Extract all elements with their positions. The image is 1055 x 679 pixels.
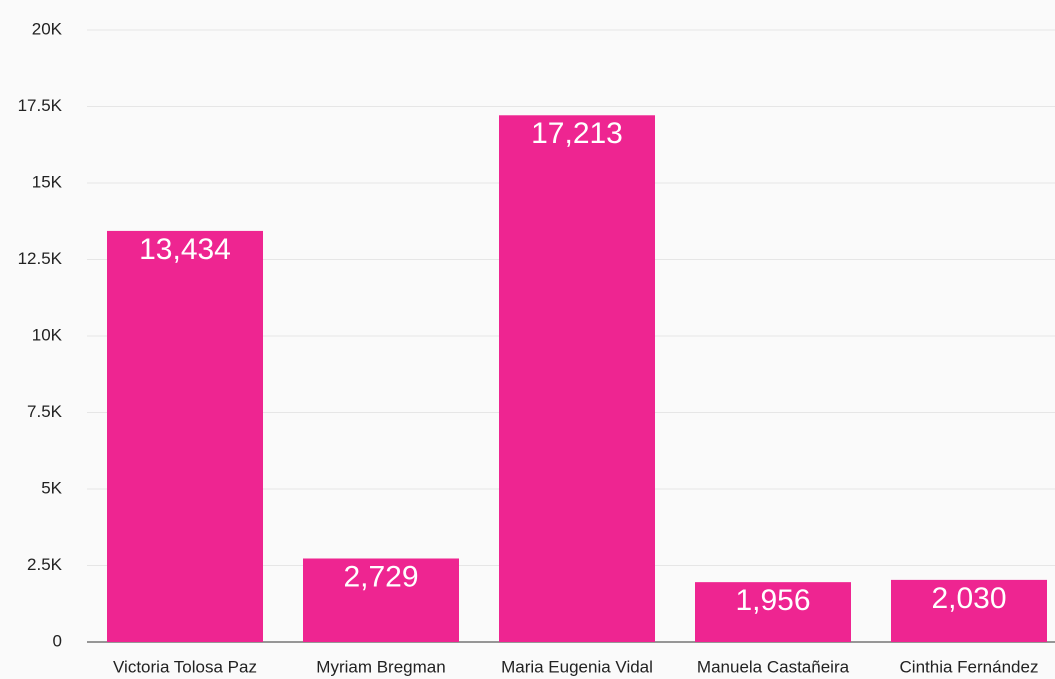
y-tick-label: 5K xyxy=(41,478,62,497)
x-tick-label: Victoria Tolosa Paz xyxy=(113,657,257,676)
x-tick-label: Maria Eugenia Vidal xyxy=(501,657,653,676)
value-label: 2,729 xyxy=(343,560,418,593)
x-tick-label: Myriam Bregman xyxy=(316,657,445,676)
y-tick-label: 17.5K xyxy=(18,96,63,115)
y-tick-label: 2.5K xyxy=(27,555,63,574)
y-tick-label: 10K xyxy=(32,325,63,344)
bar xyxy=(107,230,263,642)
bar xyxy=(499,115,655,642)
x-tick-label: Manuela Castañeira xyxy=(697,657,850,676)
y-tick-label: 7.5K xyxy=(27,402,63,421)
value-label: 1,956 xyxy=(735,584,810,617)
y-tick-label: 20K xyxy=(32,19,63,38)
y-tick-label: 0 xyxy=(53,631,62,650)
bar xyxy=(303,558,459,642)
value-label: 13,434 xyxy=(139,233,231,266)
y-tick-label: 12.5K xyxy=(18,249,63,268)
x-tick-label: Cinthia Fernández xyxy=(900,657,1039,676)
y-tick-label: 15K xyxy=(32,172,63,191)
bar xyxy=(695,582,851,642)
value-label: 2,030 xyxy=(931,582,1006,615)
bar xyxy=(891,579,1047,642)
value-label: 17,213 xyxy=(531,117,623,150)
